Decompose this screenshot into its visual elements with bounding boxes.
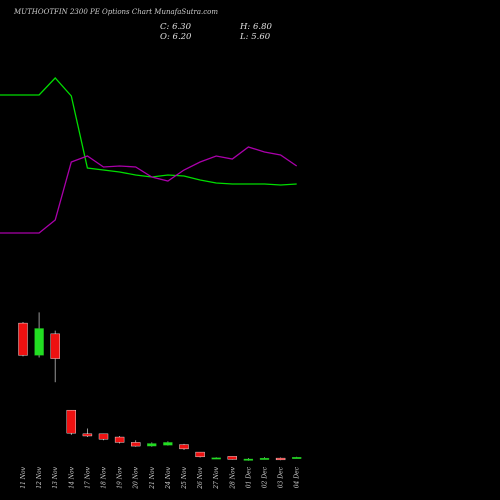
- open-label: O: 6.20: [160, 32, 192, 42]
- x-tick-label: 13 Nov: [52, 466, 59, 488]
- candle-body: [211, 457, 221, 460]
- candle-body: [82, 433, 93, 437]
- x-tick-label: 28 Nov: [229, 466, 236, 489]
- x-tick-label: 11 Nov: [20, 466, 27, 488]
- candle-body: [147, 443, 157, 447]
- x-tick-label: 19 Nov: [117, 466, 124, 488]
- x-tick-label: 17 Nov: [84, 466, 91, 488]
- low-label: L: 5.60: [240, 32, 271, 42]
- overlay-line-2: [0, 146, 298, 234]
- candle-body: [292, 457, 302, 459]
- x-tick-label: 20 Nov: [133, 466, 140, 489]
- candle-body: [243, 458, 254, 461]
- candle-body: [18, 322, 28, 356]
- candle-body: [259, 457, 270, 460]
- x-tick-label: 03 Dec: [278, 466, 285, 488]
- candle-body: [163, 442, 173, 446]
- candle-body: [195, 451, 205, 458]
- x-tick-label: 24 Nov: [165, 466, 172, 489]
- x-tick-label: 02 Dec: [262, 466, 269, 488]
- candle-body: [275, 457, 286, 461]
- x-tick-label: 26 Nov: [197, 466, 204, 489]
- candle-body: [34, 328, 44, 356]
- chart-title: MUTHOOTFIN 2300 PE Options Chart MunafaS…: [14, 8, 219, 16]
- high-label: H: 6.80: [240, 22, 272, 32]
- x-tick-label: 14 Nov: [68, 466, 75, 488]
- candle-body: [130, 442, 141, 447]
- candle-body: [227, 456, 238, 460]
- x-tick-label: 21 Nov: [149, 466, 156, 489]
- x-tick-label: 25 Nov: [181, 466, 188, 489]
- candle-body: [50, 333, 60, 359]
- candle-body: [98, 433, 109, 440]
- close-label: C: 6.30: [160, 22, 191, 32]
- candle-body: [179, 444, 189, 450]
- x-tick-label: 27 Nov: [213, 466, 220, 489]
- candle-body: [66, 409, 77, 434]
- candle-body: [114, 436, 125, 443]
- x-tick-label: 12 Nov: [36, 466, 43, 488]
- overlay-line-1: [0, 77, 297, 186]
- x-tick-label: 01 Dec: [245, 466, 252, 488]
- x-tick-label: 04 Dec: [294, 466, 301, 488]
- x-tick-label: 18 Nov: [101, 466, 108, 488]
